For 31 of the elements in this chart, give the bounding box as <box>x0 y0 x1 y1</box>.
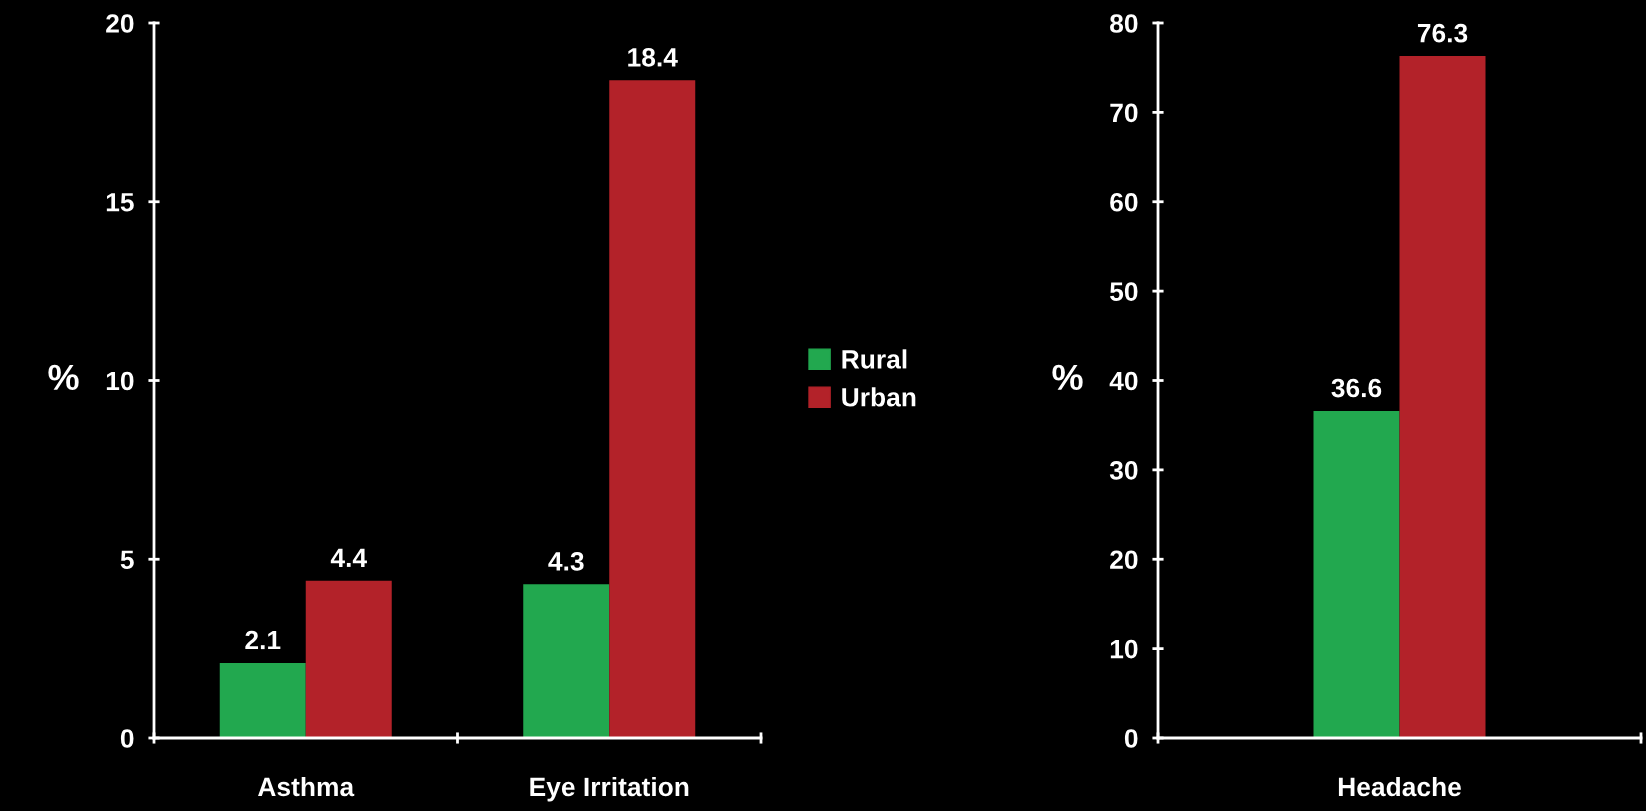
y-tick-label: 15 <box>106 193 134 212</box>
y-tick-label: 20 <box>1110 550 1138 570</box>
bar <box>609 80 696 738</box>
y-tick-label: 0 <box>120 729 134 748</box>
bar <box>523 584 610 738</box>
y-tick-label: 0 <box>1124 729 1138 748</box>
y-tick-label: 70 <box>1110 103 1138 123</box>
data-label: 76.3 <box>1417 23 1468 43</box>
y-tick-label: 60 <box>1110 192 1138 212</box>
data-label: 18.4 <box>628 47 678 67</box>
bar <box>219 662 306 738</box>
y-tick-label: 10 <box>106 371 134 391</box>
x-tick-label: Asthma <box>258 776 355 797</box>
legend-label: Urban <box>842 387 916 407</box>
legend-label: Rural <box>842 349 907 369</box>
y-tick-label: 30 <box>1109 461 1138 480</box>
data-label: 2.1 <box>245 630 281 650</box>
y-axis-title: % <box>1052 364 1083 391</box>
x-tick-label: Headache <box>1338 776 1461 797</box>
y-tick-label: 20 <box>106 14 134 33</box>
data-label: 36.6 <box>1331 378 1382 398</box>
y-tick-label: 10 <box>1110 639 1138 659</box>
data-label: 4.4 <box>330 548 367 567</box>
data-label: 4.3 <box>548 552 584 571</box>
y-tick-label: 50 <box>1110 282 1138 301</box>
x-tick-label: Eye Irritation <box>530 776 689 802</box>
y-tick-label: 5 <box>120 550 134 570</box>
bar <box>305 580 392 738</box>
y-tick-label: 40 <box>1109 371 1138 391</box>
y-tick-label: 80 <box>1110 14 1138 33</box>
y-axis-title: % <box>48 364 79 391</box>
